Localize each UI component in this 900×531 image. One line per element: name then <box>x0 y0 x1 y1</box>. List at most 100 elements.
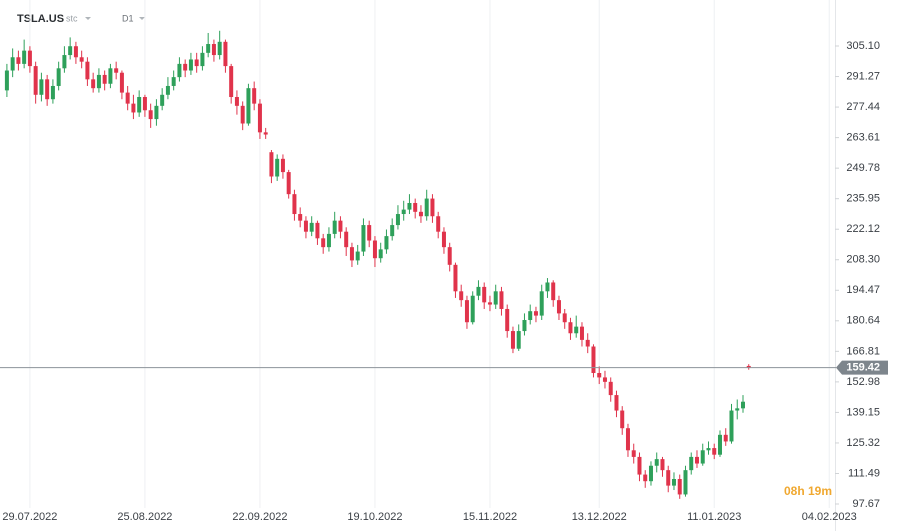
candle-body <box>102 74 107 84</box>
y-tick-label: 235.95 <box>846 193 880 205</box>
candle-body <box>292 194 297 215</box>
candle-body <box>206 44 211 53</box>
candle-body <box>407 202 412 210</box>
symbol[interactable]: TSLA.US <box>17 13 64 25</box>
candle-body <box>413 202 418 212</box>
candle-body <box>499 291 504 309</box>
candle-body <box>10 57 15 71</box>
candle-body <box>390 225 395 237</box>
candle-body <box>309 222 314 232</box>
candle-body <box>321 238 326 248</box>
candle-body <box>637 456 642 475</box>
candle-body <box>602 377 607 382</box>
candle-body <box>579 326 584 340</box>
candle-body <box>384 236 389 250</box>
x-tick-label: 19.10.2022 <box>347 511 402 523</box>
candle-body <box>378 249 383 259</box>
candle-body <box>597 373 602 378</box>
candle-body <box>666 470 671 486</box>
candle-body <box>556 300 561 314</box>
candle-body <box>240 105 245 124</box>
candle-body <box>654 459 659 466</box>
candle-body <box>568 322 573 334</box>
candle-body <box>447 247 452 265</box>
candle-body <box>545 282 550 292</box>
candle-body <box>441 231 446 248</box>
candle-body <box>620 410 625 429</box>
y-tick-label: 180.64 <box>846 315 880 327</box>
candle-body <box>683 470 688 495</box>
candle-body <box>332 220 337 234</box>
candle-body <box>137 97 142 113</box>
candle-body <box>160 94 165 106</box>
price-tag <box>836 360 888 375</box>
dropdown-arrow[interactable] <box>139 17 145 20</box>
candle-body <box>177 63 182 78</box>
candle-body <box>68 46 73 56</box>
candle-body <box>430 198 435 217</box>
candle-body <box>574 326 579 334</box>
candle-body <box>367 225 372 241</box>
y-tick-label: 166.81 <box>846 345 880 357</box>
candle-body <box>257 103 262 133</box>
candle-body <box>91 79 96 89</box>
candle-body <box>562 313 567 323</box>
candle-body <box>648 465 653 482</box>
candle-body <box>493 291 498 305</box>
candle-body <box>459 291 464 301</box>
x-tick-label: 22.09.2022 <box>232 511 287 523</box>
candle-body <box>723 434 728 442</box>
candle-body <box>418 211 423 217</box>
candle-body <box>551 282 556 301</box>
candle-body <box>660 459 665 471</box>
candle-body <box>45 79 50 100</box>
candle-body <box>516 331 521 349</box>
candle-body <box>183 63 188 71</box>
candle-body <box>522 320 527 332</box>
candle-body <box>349 247 354 261</box>
y-tick-label: 249.78 <box>846 162 880 174</box>
candle-body <box>326 233 331 248</box>
candle-body <box>246 88 251 124</box>
candle-body <box>694 456 699 464</box>
candle-body <box>33 66 38 95</box>
candle-body <box>303 220 308 232</box>
candle-body <box>79 57 84 62</box>
y-tick-label: 111.49 <box>848 467 880 479</box>
candle-body <box>643 474 648 482</box>
candle-body <box>108 68 113 84</box>
candle-body <box>729 410 734 442</box>
candle-body <box>453 264 458 292</box>
candle-body <box>62 55 67 69</box>
x-tick-label: 29.07.2022 <box>2 511 57 523</box>
x-tick-label: 15.11.2022 <box>463 511 517 523</box>
candle-body <box>677 478 682 495</box>
candle-body <box>96 74 101 89</box>
candle-body <box>539 291 544 316</box>
timeframe[interactable]: D1 <box>122 13 134 23</box>
candle-body <box>27 50 32 67</box>
candle-body <box>39 79 44 95</box>
candle-body <box>4 70 9 91</box>
candle-body <box>487 302 492 305</box>
candle-body <box>269 152 274 177</box>
candle-body <box>614 395 619 411</box>
candle-body <box>470 295 475 323</box>
candle-body <box>424 198 429 217</box>
candle-body <box>229 66 234 98</box>
candle-body <box>533 311 538 316</box>
candle-body <box>22 50 27 64</box>
candle-body <box>436 216 441 232</box>
y-tick-label: 263.61 <box>846 132 880 144</box>
candle-body <box>482 286 487 303</box>
candle-body <box>286 172 291 195</box>
candle-body <box>114 68 119 73</box>
candle-body <box>194 59 199 67</box>
candle-body <box>395 214 400 226</box>
candle-body <box>223 41 228 67</box>
dropdown-arrow[interactable] <box>85 17 91 20</box>
candle-body <box>631 450 636 457</box>
instrument-type[interactable]: stc <box>66 13 78 23</box>
candle-body <box>142 97 147 111</box>
y-tick-label: 305.10 <box>846 40 880 52</box>
